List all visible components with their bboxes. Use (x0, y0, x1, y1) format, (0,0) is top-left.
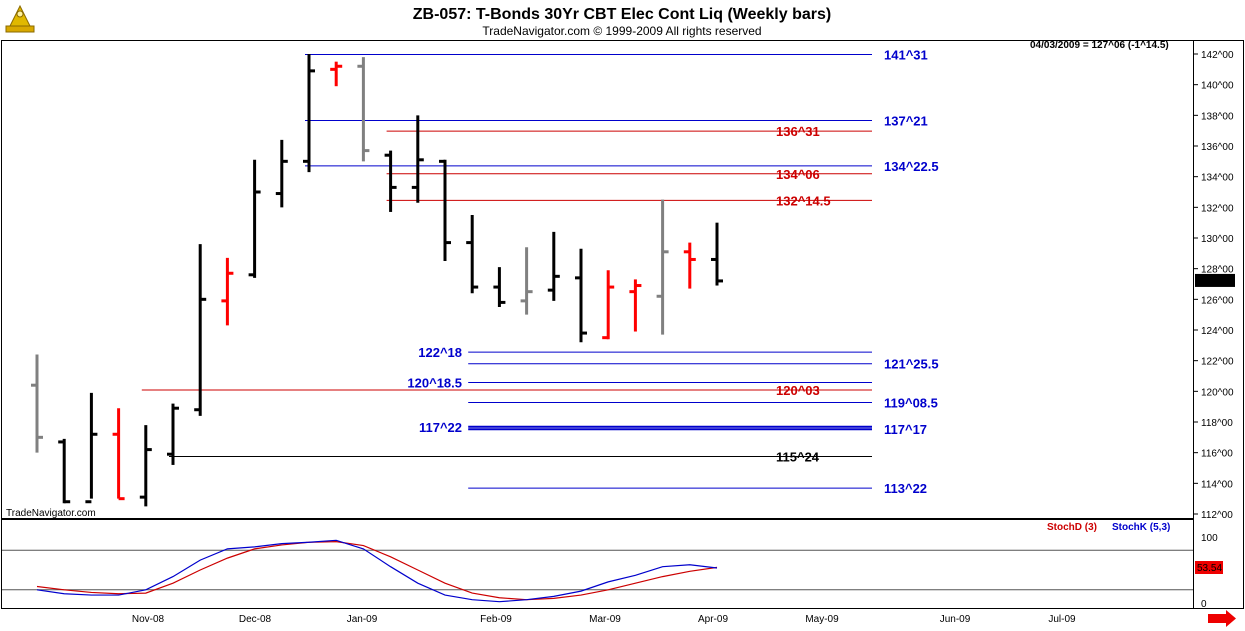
level-label: 120^03 (776, 383, 820, 398)
level-label: 121^25.5 (884, 357, 939, 372)
app-logo[interactable] (5, 4, 35, 33)
stoch-series-line (36, 539, 718, 603)
right-axis-frame (1193, 40, 1244, 609)
ohlc-bar (303, 54, 315, 173)
chart-copyright: TradeNavigator.com © 1999-2009 All right… (482, 24, 761, 38)
y-tick-label: 126^00 (1201, 295, 1234, 306)
x-axis-label: Jan-09 (347, 614, 378, 625)
level-label: 141^31 (884, 47, 928, 62)
x-axis-label: Apr-09 (698, 614, 728, 625)
stoch-legend-entry: StochK (5,3) (1112, 522, 1170, 533)
y-tick-label: 136^00 (1201, 142, 1234, 153)
ohlc-bar (112, 408, 125, 501)
watermark: TradeNavigator.com (6, 508, 96, 519)
chart-title: ZB-057: T-Bonds 30Yr CBT Elec Cont Liq (… (413, 6, 831, 23)
x-axis-label: Jun-09 (940, 614, 971, 625)
last-price-value: 127^06 (1197, 277, 1230, 288)
ohlc-bar (194, 244, 207, 416)
level-label: 117^17 (884, 422, 927, 437)
ohlc-bars (31, 54, 723, 507)
y-tick-label: 130^00 (1201, 234, 1234, 245)
y-tick-label: 116^00 (1201, 449, 1233, 460)
level-label: 136^31 (776, 124, 820, 139)
ohlc-bar (439, 159, 451, 261)
y-tick-label: 114^00 (1201, 479, 1233, 490)
ohlc-bar (656, 199, 669, 335)
last-price-tag: 127^06 (1195, 273, 1235, 288)
sextant-logo-icon (5, 4, 35, 33)
stoch-value-tag (1195, 561, 1223, 574)
x-axis-label: Jul-09 (1048, 614, 1076, 625)
ohlc-bar (493, 267, 506, 307)
x-axis-label: Mar-09 (589, 614, 621, 625)
level-label: 120^18.5 (407, 375, 462, 390)
status-readout: 04/03/2009 = 127^06 (-1^14.5) (1030, 40, 1169, 51)
ohlc-bar (547, 231, 560, 301)
x-axis-label: Nov-08 (132, 614, 165, 625)
y-tick-label: 138^00 (1201, 111, 1234, 122)
ohlc-bar (411, 115, 424, 203)
x-axis-label: May-09 (805, 614, 839, 625)
level-label: 134^06 (776, 167, 820, 182)
level-label: 113^22 (884, 481, 927, 496)
price-pane-frame (1, 40, 1194, 519)
ohlc-bar (139, 425, 152, 507)
level-lines: 141^31 137^21 136^31 134^22.5 134^06 132^14.5… (141, 47, 939, 496)
ohlc-bar (575, 248, 587, 343)
price-y-axis: 112^00 114^00 116^00 118^00 120^00 122^00 124^… (1193, 50, 1234, 521)
stoch-tick-label: 100 (1201, 533, 1218, 544)
x-axis-label: Dec-08 (239, 614, 272, 625)
stoch-value-label: 53.54 (1197, 563, 1222, 574)
y-tick-label: 112^00 (1201, 510, 1233, 521)
right-arrow-icon (1208, 610, 1236, 627)
y-tick-label: 134^00 (1201, 173, 1234, 184)
y-tick-label: 124^00 (1201, 326, 1234, 337)
x-axis: Nov-08 Dec-08 Jan-09 Feb-09 Mar-09 Apr-09 May-… (132, 614, 1076, 625)
stoch-legend-entry: StochD (3) (1047, 522, 1097, 533)
stoch-pane-frame (1, 519, 1194, 609)
y-tick-label: 142^00 (1201, 50, 1234, 61)
y-tick-label: 122^00 (1201, 357, 1234, 368)
level-label: 134^22.5 (884, 159, 939, 174)
ohlc-bar (520, 247, 533, 315)
level-label: 117^22 (419, 420, 462, 435)
ohlc-bar (683, 242, 696, 289)
y-tick-label: 128^00 (1201, 265, 1234, 276)
ohlc-bar (248, 159, 261, 278)
x-axis-label: Feb-09 (480, 614, 512, 625)
y-tick-label: 140^00 (1201, 81, 1234, 92)
y-tick-label: 120^00 (1201, 387, 1234, 398)
stochastic-pane: 0 100 StochD (3) StochK (5,3) 53.54 (2, 522, 1223, 610)
ohlc-bar (711, 222, 723, 286)
level-label: 119^08.5 (884, 396, 938, 411)
stoch-tick-label: 0 (1201, 599, 1207, 610)
scroll-right-button[interactable] (1208, 610, 1236, 627)
ohlc-bar (602, 270, 615, 340)
level-label: 122^18 (418, 345, 462, 360)
ohlc-bar (629, 279, 642, 332)
ohlc-bar (330, 61, 343, 87)
stoch-series-line (36, 541, 718, 601)
level-label: 137^21 (884, 114, 928, 129)
ohlc-bar (58, 438, 71, 504)
ohlc-bar (357, 57, 370, 162)
level-label: 132^14.5 (776, 193, 831, 208)
ohlc-bar (167, 403, 179, 465)
y-tick-label: 132^00 (1201, 203, 1234, 214)
ohlc-bar (85, 392, 98, 504)
ohlc-bar (221, 257, 234, 326)
ohlc-bar (466, 215, 479, 294)
ohlc-bar (384, 150, 397, 212)
ohlc-bar (31, 354, 43, 453)
y-tick-label: 118^00 (1201, 418, 1233, 429)
level-label: 115^24 (776, 450, 820, 465)
ohlc-bar (275, 139, 288, 208)
